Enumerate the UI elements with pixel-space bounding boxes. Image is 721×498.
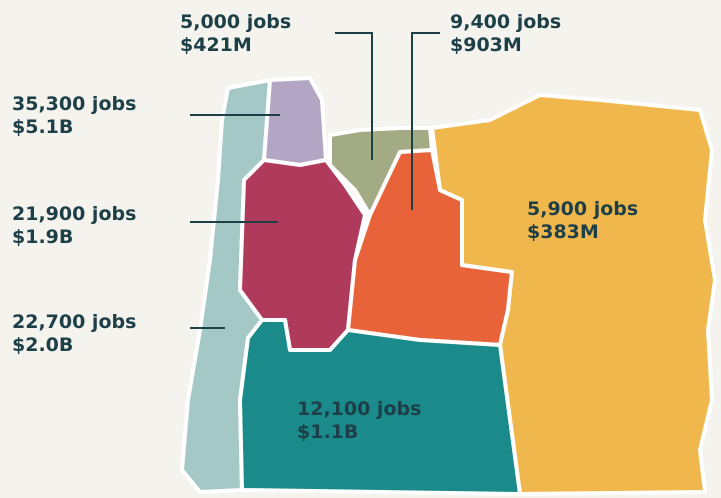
region-label: 5,000 jobs $421M: [180, 11, 298, 56]
jobs: 5,900 jobs: [527, 198, 638, 220]
region-label: 22,700 jobs $2.0B: [12, 311, 143, 356]
jobs: 35,300 jobs: [12, 93, 136, 115]
leader-line: [411, 32, 440, 210]
value: $1.1B: [297, 421, 358, 443]
region-label: 21,900 jobs $1.9B: [12, 203, 143, 248]
jobs: 22,700 jobs: [12, 311, 136, 333]
region-label: 9,400 jobs $903M: [450, 11, 568, 56]
jobs: 12,100 jobs: [297, 398, 421, 420]
value: $421M: [180, 34, 252, 56]
value: $903M: [450, 34, 522, 56]
value: $5.1B: [12, 116, 73, 138]
jobs: 21,900 jobs: [12, 203, 136, 225]
leader-line: [335, 32, 373, 160]
region-label: 5,900 jobs $383M: [527, 198, 645, 243]
value: $2.0B: [12, 334, 73, 356]
value: $383M: [527, 221, 599, 243]
region-east: [430, 93, 717, 496]
value: $1.9B: [12, 226, 73, 248]
region-label: 12,100 jobs $1.1B: [297, 398, 428, 443]
region-north-coast: [262, 76, 328, 167]
region-label: 35,300 jobs $5.1B: [12, 93, 143, 138]
jobs: 5,000 jobs: [180, 11, 291, 33]
region-south: [238, 318, 522, 496]
jobs: 9,400 jobs: [450, 11, 561, 33]
